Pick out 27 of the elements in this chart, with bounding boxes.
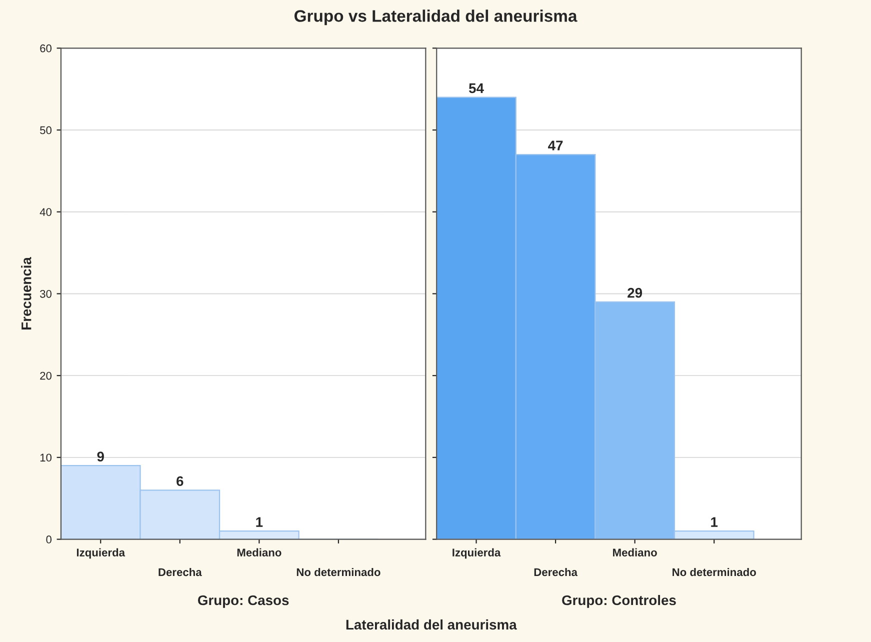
y-tick-label: 60: [40, 44, 52, 52]
y-tick-label: 30: [40, 290, 52, 298]
x-axis-title: Grupo: Controles: [562, 594, 676, 608]
y-axis-title: Frecuencia: [21, 256, 32, 330]
x-tick-label: No determinado: [672, 568, 756, 576]
x-tick-label: Mediano: [613, 548, 657, 556]
x-tick-label: Izquierda: [76, 548, 126, 559]
data-label: 1: [711, 517, 718, 527]
data-label: 9: [97, 452, 104, 462]
data-label: 47: [548, 140, 563, 150]
data-label: 54: [468, 83, 484, 94]
data-label: 6: [176, 476, 184, 486]
data-label: 29: [628, 288, 642, 298]
data-label: 1: [256, 517, 263, 527]
chart-title: Grupo vs Lateralidad del aneurisma: [294, 10, 578, 26]
y-tick-label: 20: [40, 372, 52, 380]
x-tick-label: No determinado: [296, 568, 380, 576]
x-tick-label: Derecha: [534, 568, 578, 576]
text: Lateralidad del aneurisma: [346, 619, 517, 630]
y-tick-label: 40: [40, 208, 52, 216]
y-tick-label: 50: [40, 126, 52, 134]
x-tick-label: Derecha: [158, 568, 202, 576]
x-axis-title: Grupo: Casos: [198, 595, 289, 608]
x-tick-label: Izquierda: [452, 548, 501, 559]
y-tick-label: 0: [46, 536, 52, 544]
y-tick-label: 10: [40, 454, 52, 462]
x-tick-label: Mediano: [237, 548, 282, 556]
